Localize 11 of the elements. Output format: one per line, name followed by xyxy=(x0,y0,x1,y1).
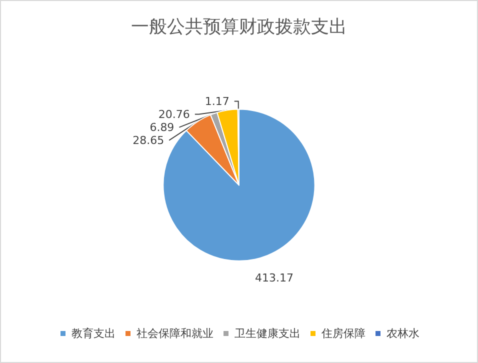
legend-label: 教育支出 xyxy=(72,327,116,340)
chart-title: 一般公共预算财政拨款支出 xyxy=(131,16,347,38)
data-label: 20.76 xyxy=(158,108,190,121)
legend-label: 农林水 xyxy=(386,327,420,340)
data-label: 413.17 xyxy=(255,272,294,285)
legend-label: 卫生健康支出 xyxy=(234,327,300,340)
legend-label: 社会保障和就业 xyxy=(136,327,214,340)
data-label: 6.89 xyxy=(150,120,174,134)
legend-label: 住房保障 xyxy=(322,327,366,340)
data-label: 28.65 xyxy=(132,134,164,147)
data-label: 1.17 xyxy=(204,94,230,108)
